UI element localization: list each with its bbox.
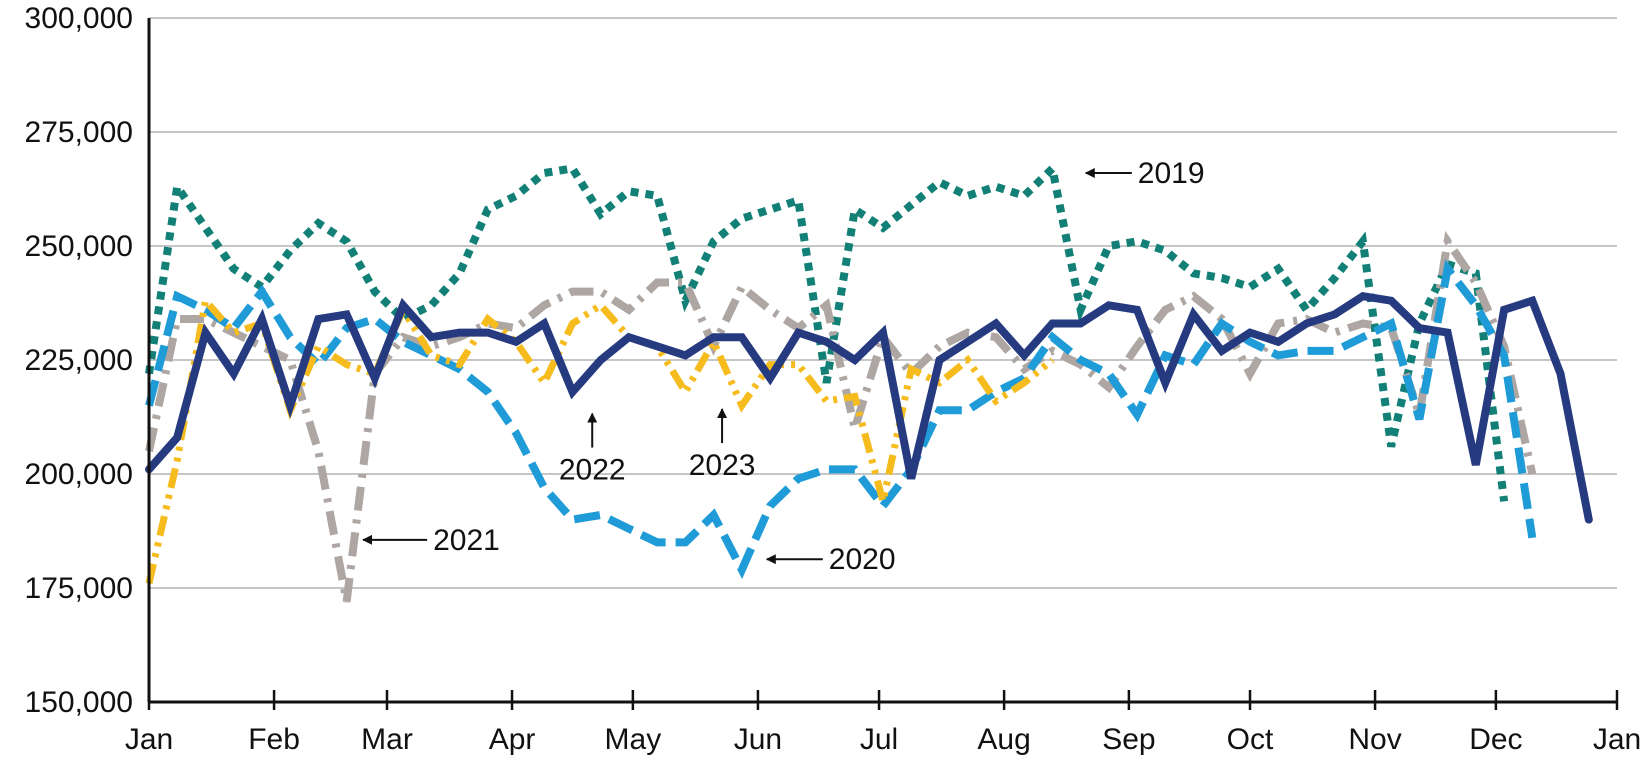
x-tick-label: Nov [1348,723,1401,756]
x-tick-label: Apr [489,723,536,756]
series-line-2022 [145,292,1593,524]
annotation-label: 2020 [829,543,896,576]
y-tick-label: 275,000 [25,116,133,149]
x-tick-label: Sep [1102,723,1155,756]
x-tick-label: Feb [248,723,300,756]
annotation-label: 2022 [559,454,626,487]
y-tick-label: 300,000 [25,2,133,35]
annotation-label: 2019 [1138,157,1205,190]
y-tick-label: 250,000 [25,230,133,263]
x-tick-label: May [605,723,662,756]
x-tick-label: Jun [734,723,782,756]
x-tick-label: Dec [1469,723,1522,756]
x-tick-label: Jul [860,723,898,756]
y-tick-label: 225,000 [25,344,133,377]
y-tick-label: 150,000 [25,686,133,719]
gridlines [149,17,1617,589]
y-tick-label: 175,000 [25,572,133,605]
y-tick-label: 200,000 [25,458,133,491]
x-tick-label: Mar [361,723,413,756]
annotation-label: 2023 [689,449,756,482]
series-line-2019 [145,160,1509,502]
series-line-2020 [145,259,1537,580]
annotation-label: 2021 [433,524,500,557]
tick-labels: 150,000 175,000 200,000 225,000 250,000 275,0… [25,2,1642,756]
axes [147,18,1619,710]
annotations: 2019 2020 2021 2022 2023 [362,157,1205,576]
x-tick-label: Jan [125,723,173,756]
x-tick-label: Oct [1227,723,1274,756]
x-tick-label: Aug [977,723,1030,756]
series-lines [145,160,1593,603]
x-tick-label: Jan [1593,723,1641,756]
